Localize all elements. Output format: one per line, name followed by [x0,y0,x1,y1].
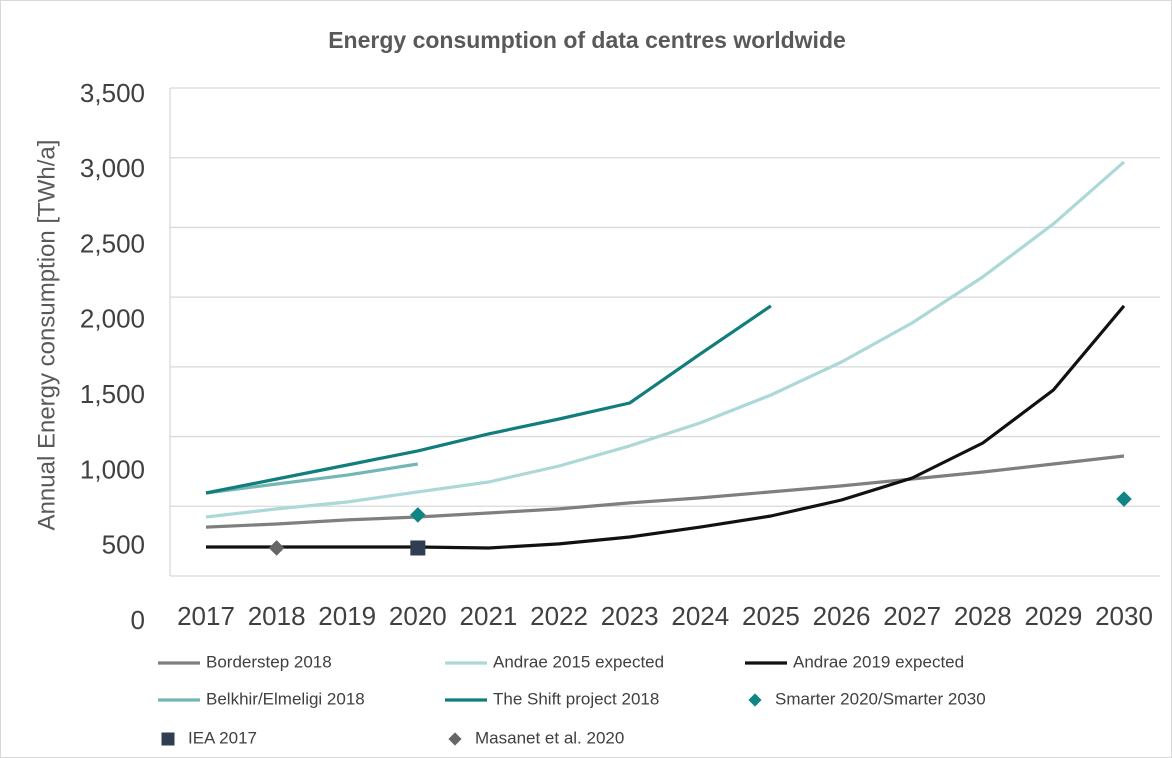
x-tick-label: 2020 [389,601,447,631]
x-tick-label: 2018 [248,601,306,631]
legend-label: IEA 2017 [188,728,257,747]
x-tick-label: 2025 [742,601,800,631]
legend-label: Andrae 2015 expected [493,652,664,671]
legend-label: The Shift project 2018 [493,689,659,708]
y-tick-label: 2,000 [80,304,145,334]
x-tick-label: 2019 [318,601,376,631]
x-tick-label: 2028 [954,601,1012,631]
x-tick-label: 2024 [671,601,729,631]
x-tick-label: 2021 [460,601,518,631]
marker [410,540,426,556]
x-tick-label: 2030 [1095,601,1153,631]
y-axis-label: Annual Energy consumption [TWh/a] [33,140,60,531]
x-tick-label: 2023 [601,601,659,631]
legend-label: Masanet et al. 2020 [475,728,624,747]
series-line [205,454,1125,529]
series-line [206,304,1126,550]
x-tick-label: 2027 [883,601,941,631]
x-tick-label: 2017 [177,601,235,631]
y-tick-label: 3,000 [80,153,145,183]
y-tick-label: 3,500 [80,78,145,108]
chart-title: Energy consumption of data centres world… [328,27,846,53]
series-line [205,462,419,495]
series-line [205,160,1126,519]
series-line [205,304,772,495]
y-tick-label: 1,000 [80,454,145,484]
x-tick-label: 2029 [1024,601,1082,631]
x-tick-label: 2026 [813,601,871,631]
legend-label: Andrae 2019 expected [793,652,964,671]
marker [268,540,285,556]
marker [1116,491,1132,507]
legend-marker [161,732,175,746]
marker [410,507,426,523]
legend-marker [448,732,462,746]
legend-label: Belkhir/Elmeligi 2018 [206,689,365,708]
legend-marker [748,693,762,707]
x-tick-label: 2022 [530,601,588,631]
y-tick-label: 1,500 [80,379,145,409]
y-tick-label: 0 [131,605,145,635]
legend-label: Borderstep 2018 [206,652,332,671]
y-tick-label: 2,500 [80,228,145,258]
y-tick-label: 500 [102,530,145,560]
legend-label: Smarter 2020/Smarter 2030 [775,689,986,708]
